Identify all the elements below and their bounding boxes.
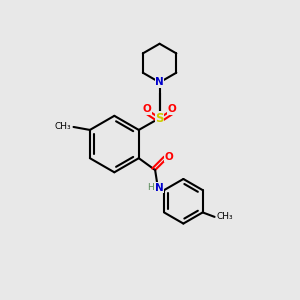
Text: CH₃: CH₃ <box>217 212 234 221</box>
Text: O: O <box>168 104 177 114</box>
Text: CH₃: CH₃ <box>55 122 71 131</box>
Text: O: O <box>142 104 151 114</box>
Text: N: N <box>155 183 164 193</box>
Text: S: S <box>155 112 164 124</box>
Text: H: H <box>147 183 154 192</box>
Text: O: O <box>164 152 173 162</box>
Text: N: N <box>155 77 164 87</box>
